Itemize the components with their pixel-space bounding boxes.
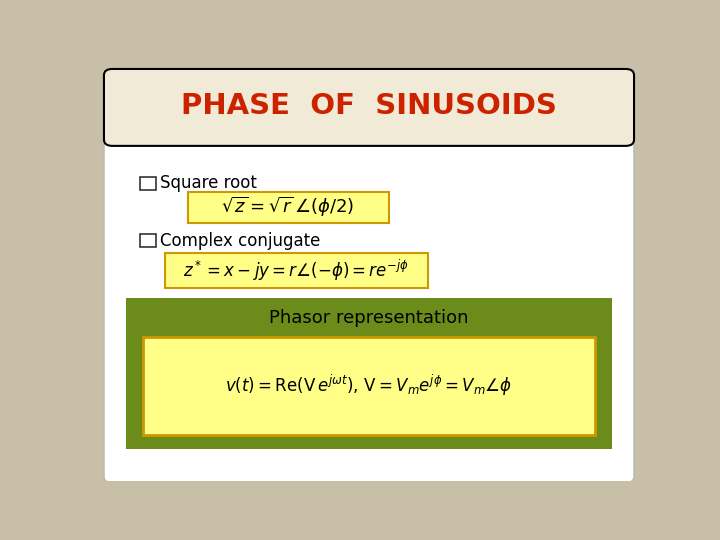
FancyBboxPatch shape — [166, 253, 428, 288]
Text: $\sqrt{z} = \sqrt{r}\,\angle(\phi/2)$: $\sqrt{z} = \sqrt{r}\,\angle(\phi/2)$ — [222, 195, 355, 219]
FancyBboxPatch shape — [104, 69, 634, 146]
Text: $v(t) = \mathrm{Re}(\mathsf{V}\,e^{j\omega t}),\,\mathsf{V} = V_m e^{j\phi} = V_: $v(t) = \mathrm{Re}(\mathsf{V}\,e^{j\ome… — [225, 373, 513, 399]
Text: $z^* = x - jy = r\angle(-\phi) = re^{-j\phi}$: $z^* = x - jy = r\angle(-\phi) = re^{-j\… — [184, 258, 410, 283]
FancyBboxPatch shape — [126, 298, 612, 449]
Text: Phasor representation: Phasor representation — [269, 308, 469, 327]
FancyBboxPatch shape — [104, 133, 634, 483]
Bar — [140, 177, 156, 190]
Text: Complex conjugate: Complex conjugate — [160, 232, 320, 249]
Text: Square root: Square root — [160, 174, 256, 192]
FancyBboxPatch shape — [188, 192, 389, 223]
Bar — [140, 234, 156, 247]
FancyBboxPatch shape — [143, 337, 595, 435]
Text: PHASE  OF  SINUSOIDS: PHASE OF SINUSOIDS — [181, 92, 557, 120]
